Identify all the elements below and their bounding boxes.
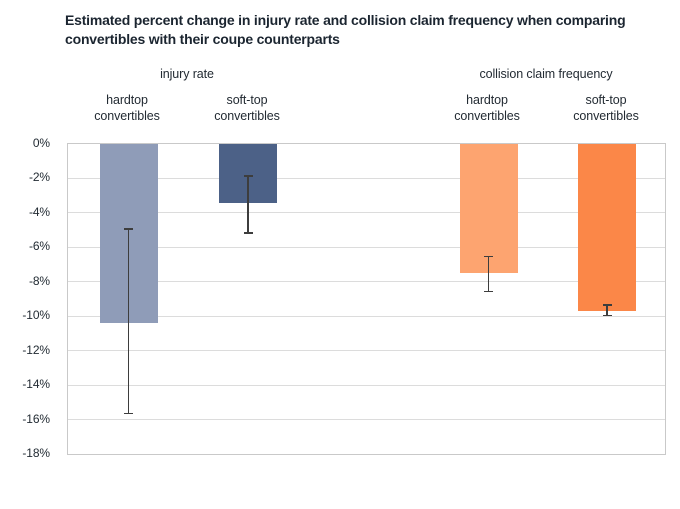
gridline--10% xyxy=(68,315,665,317)
gridline--16% xyxy=(68,419,665,421)
bar-label-collision-hardtop: hardtop convertibles xyxy=(454,93,520,123)
plot-area xyxy=(67,143,666,455)
group-label-collision-claim-frequency: collision claim frequency xyxy=(479,67,613,81)
error-bar-cap-collision-claim-frequency-hardtop-convertibles-lower xyxy=(484,290,493,293)
error-bar-injury-rate-hardtop-convertibles xyxy=(127,228,130,415)
chart-title: Estimated percent change in injury rate … xyxy=(65,12,626,48)
y-tick-label--12%: -12% xyxy=(22,342,50,357)
bar-collision-claim-frequency-soft-top-convertibles xyxy=(578,144,636,312)
error-bar-collision-claim-frequency-hardtop-convertibles xyxy=(487,255,490,293)
y-tick-label--18%: -18% xyxy=(22,446,50,460)
error-bar-cap-collision-claim-frequency-soft-top-convertibles-lower xyxy=(602,314,612,317)
error-bar-cap-injury-rate-hardtop-convertibles-upper xyxy=(124,228,133,230)
y-tick-label--10%: -10% xyxy=(22,308,50,323)
gridline--6% xyxy=(68,246,665,248)
bar-label-injury-hardtop: hardtop convertibles xyxy=(94,93,160,123)
gridline--14% xyxy=(68,384,665,386)
error-bar-cap-injury-rate-soft-top-convertibles-upper xyxy=(243,175,253,177)
bar-collision-claim-frequency-hardtop-convertibles xyxy=(459,144,518,274)
error-bar-cap-injury-rate-hardtop-convertibles-lower xyxy=(124,412,133,415)
y-tick-label--14%: -14% xyxy=(22,377,50,392)
y-tick-label-0%: 0% xyxy=(32,136,50,150)
gridline--8% xyxy=(68,281,665,283)
y-tick-label--4%: -4% xyxy=(28,204,50,219)
bar-label-injury-softtop: soft-top convertibles xyxy=(214,93,280,123)
y-axis: 0% -2% -4% -6% -8% -10% -12% -14% -16% -18% xyxy=(0,136,56,460)
y-tick-label--8%: -8% xyxy=(28,273,50,288)
y-tick-label--16%: -16% xyxy=(22,411,50,426)
y-tick-label--6%: -6% xyxy=(28,239,50,254)
y-tick-label--2%: -2% xyxy=(28,170,50,185)
gridline--2% xyxy=(68,177,665,179)
bar-label-collision-softtop: soft-top convertibles xyxy=(573,93,639,123)
error-bar-cap-collision-claim-frequency-soft-top-convertibles-upper xyxy=(602,304,612,306)
error-bar-collision-claim-frequency-soft-top-convertibles xyxy=(606,304,608,317)
gridline--12% xyxy=(68,350,665,352)
error-bar-cap-injury-rate-soft-top-convertibles-lower xyxy=(243,232,253,234)
error-bar-cap-collision-claim-frequency-hardtop-convertibles-upper xyxy=(484,255,493,258)
gridline--4% xyxy=(68,212,665,214)
error-bar-injury-rate-soft-top-convertibles xyxy=(247,175,249,234)
group-label-injury-rate: injury rate xyxy=(160,67,214,81)
